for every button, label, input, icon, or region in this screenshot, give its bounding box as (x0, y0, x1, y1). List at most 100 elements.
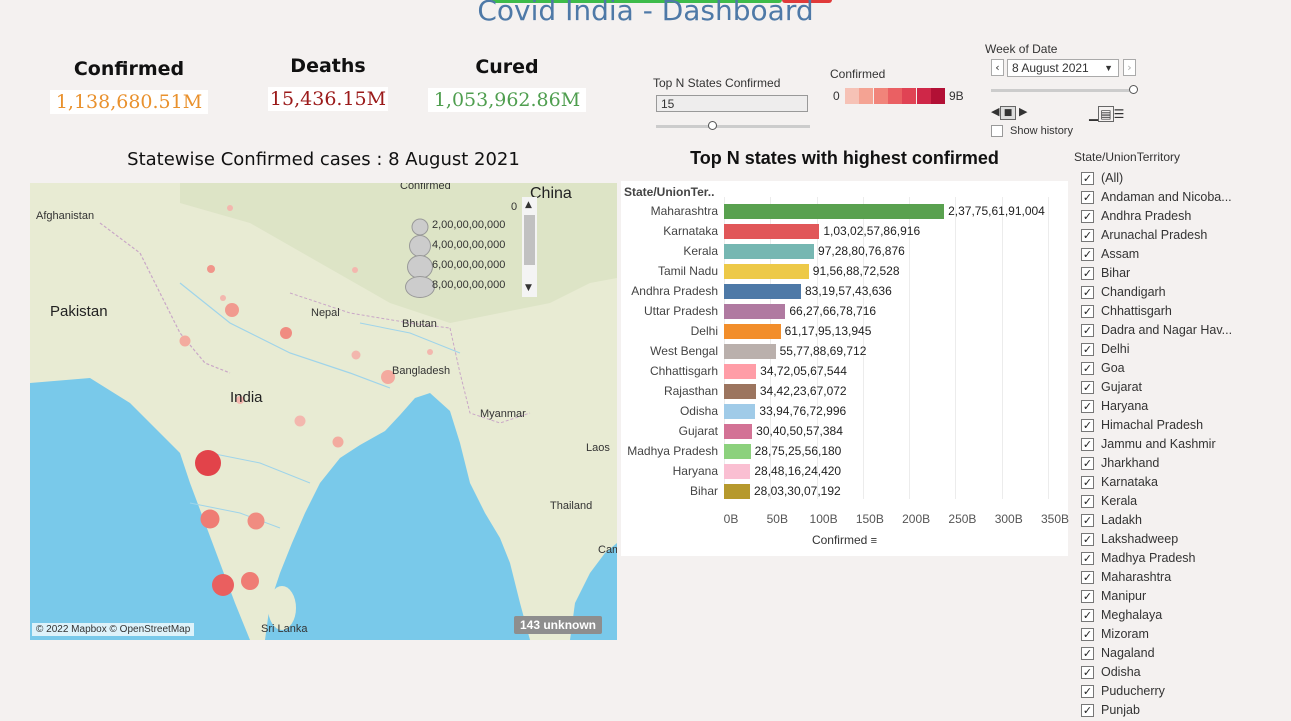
filter-checkbox[interactable]: ✓ (1081, 267, 1094, 280)
filter-item[interactable]: ✓ Kerala (1080, 493, 1291, 512)
map-marker[interactable] (195, 450, 221, 476)
filter-item[interactable]: ✓ Mizoram (1080, 626, 1291, 645)
bar-row[interactable]: Kerala 97,28,80,76,876 (621, 241, 1068, 261)
map-marker[interactable] (212, 574, 234, 596)
bar-row[interactable]: Maharashtra 2,37,75,61,91,004 (621, 201, 1068, 221)
map-marker[interactable] (381, 370, 395, 384)
chevron-down-icon[interactable]: ▼ (525, 283, 532, 293)
bar[interactable] (724, 344, 776, 359)
filter-item[interactable]: ✓ Gujarat (1080, 379, 1291, 398)
filter-item[interactable]: ✓ Andhra Pradesh (1080, 208, 1291, 227)
bar-row[interactable]: Chhattisgarh 34,72,05,67,544 (621, 361, 1068, 381)
map-marker[interactable] (427, 349, 433, 355)
bar[interactable] (724, 304, 786, 319)
filter-checkbox[interactable]: ✓ (1081, 495, 1094, 508)
filter-item[interactable]: ✓ Madhya Pradesh (1080, 550, 1291, 569)
map-attribution[interactable]: © 2022 Mapbox © OpenStreetMap (32, 623, 195, 636)
bar[interactable] (724, 284, 801, 299)
scrollbar-thumb[interactable] (524, 215, 535, 265)
bar-row[interactable]: Tamil Nadu 91,56,88,72,528 (621, 261, 1068, 281)
filter-checkbox[interactable]: ✓ (1081, 229, 1094, 242)
bar[interactable] (724, 224, 820, 239)
bar-row[interactable]: Gujarat 30,40,50,57,384 (621, 421, 1068, 441)
map-marker[interactable] (280, 327, 292, 339)
filter-checkbox[interactable]: ✓ (1081, 400, 1094, 413)
filter-checkbox[interactable]: ✓ (1081, 191, 1094, 204)
topn-input[interactable]: 15 (656, 95, 808, 112)
filter-checkbox[interactable]: ✓ (1081, 419, 1094, 432)
filter-item[interactable]: ✓ Delhi (1080, 341, 1291, 360)
filter-item[interactable]: ✓ Odisha (1080, 664, 1291, 683)
next-date-button[interactable]: › (1123, 59, 1136, 76)
play-forward-icon[interactable]: ▶ (1019, 105, 1028, 118)
map-marker[interactable] (236, 396, 244, 404)
filter-item[interactable]: ✓ Ladakh (1080, 512, 1291, 531)
filter-item[interactable]: ✓ Arunachal Pradesh (1080, 227, 1291, 246)
filter-item[interactable]: ✓ Haryana (1080, 398, 1291, 417)
filter-checkbox[interactable]: ✓ (1081, 647, 1094, 660)
filter-checkbox[interactable]: ✓ (1081, 685, 1094, 698)
filter-checkbox[interactable]: ✓ (1081, 286, 1094, 299)
map-marker[interactable] (247, 512, 265, 530)
filter-item[interactable]: ✓ Jharkhand (1080, 455, 1291, 474)
filter-item[interactable]: ✓ Maharashtra (1080, 569, 1291, 588)
map-marker[interactable] (351, 350, 361, 360)
filter-checkbox[interactable]: ✓ (1081, 533, 1094, 546)
map-marker[interactable] (220, 295, 226, 301)
filter-checkbox[interactable]: ✓ (1081, 590, 1094, 603)
bar-row[interactable]: Bihar 28,03,30,07,192 (621, 481, 1068, 501)
speed-medium-icon[interactable]: ▤ (1098, 106, 1114, 122)
bar[interactable] (724, 424, 753, 439)
filter-item[interactable]: ✓ Manipur (1080, 588, 1291, 607)
map-marker[interactable] (227, 205, 233, 211)
stop-icon[interactable]: ■ (1000, 106, 1016, 120)
map-marker[interactable] (294, 415, 306, 427)
bar-row[interactable]: Madhya Pradesh 28,75,25,56,180 (621, 441, 1068, 461)
filter-checkbox[interactable]: ✓ (1081, 438, 1094, 451)
speed-fast-icon[interactable]: ☰ (1113, 107, 1125, 121)
filter-checkbox[interactable]: ✓ (1081, 381, 1094, 394)
filter-checkbox[interactable]: ✓ (1081, 210, 1094, 223)
filter-item[interactable]: ✓ Nagaland (1080, 645, 1291, 664)
bar[interactable] (724, 324, 781, 339)
map-marker[interactable] (241, 572, 259, 590)
bar[interactable] (724, 484, 750, 499)
filter-checkbox[interactable]: ✓ (1081, 514, 1094, 527)
bar-row[interactable]: Karnataka 1,03,02,57,86,916 (621, 221, 1068, 241)
week-select[interactable]: 8 August 2021 ▼ (1007, 59, 1119, 77)
filter-item[interactable]: ✓ (All) (1080, 170, 1291, 189)
filter-item[interactable]: ✓ Assam (1080, 246, 1291, 265)
filter-checkbox[interactable]: ✓ (1081, 704, 1094, 717)
map-marker[interactable] (352, 267, 358, 273)
filter-item[interactable]: ✓ Lakshadweep (1080, 531, 1291, 550)
filter-checkbox[interactable]: ✓ (1081, 609, 1094, 622)
play-back-icon[interactable]: ◀ (991, 105, 1000, 118)
filter-checkbox[interactable]: ✓ (1081, 628, 1094, 641)
filter-checkbox[interactable]: ✓ (1081, 552, 1094, 565)
bar[interactable] (724, 404, 756, 419)
unknown-locations-badge[interactable]: 143 unknown (514, 616, 603, 634)
bar[interactable] (724, 384, 756, 399)
filter-checkbox[interactable]: ✓ (1081, 324, 1094, 337)
bar[interactable] (724, 464, 751, 479)
map-marker[interactable] (200, 509, 220, 529)
chevron-up-icon[interactable]: ▲ (525, 200, 532, 210)
filter-checkbox[interactable]: ✓ (1081, 343, 1094, 356)
filter-item[interactable]: ✓ Himachal Pradesh (1080, 417, 1291, 436)
map-marker[interactable] (207, 265, 215, 273)
map-marker[interactable] (225, 303, 239, 317)
filter-item[interactable]: ✓ Meghalaya (1080, 607, 1291, 626)
bar-row[interactable]: Andhra Pradesh 83,19,57,43,636 (621, 281, 1068, 301)
show-history-checkbox[interactable] (991, 125, 1003, 137)
speed-slow-icon[interactable]: ▁ (1089, 107, 1099, 121)
date-slider-track[interactable] (991, 89, 1131, 92)
filter-item[interactable]: ✓ Bihar (1080, 265, 1291, 284)
bar[interactable] (724, 204, 945, 219)
bar[interactable] (724, 364, 757, 379)
filter-checkbox[interactable]: ✓ (1081, 666, 1094, 679)
filter-checkbox[interactable]: ✓ (1081, 362, 1094, 375)
filter-item[interactable]: ✓ Punjab (1080, 702, 1291, 721)
filter-checkbox[interactable]: ✓ (1081, 476, 1094, 489)
bar[interactable] (724, 444, 751, 459)
filter-item[interactable]: ✓ Puducherry (1080, 683, 1291, 702)
